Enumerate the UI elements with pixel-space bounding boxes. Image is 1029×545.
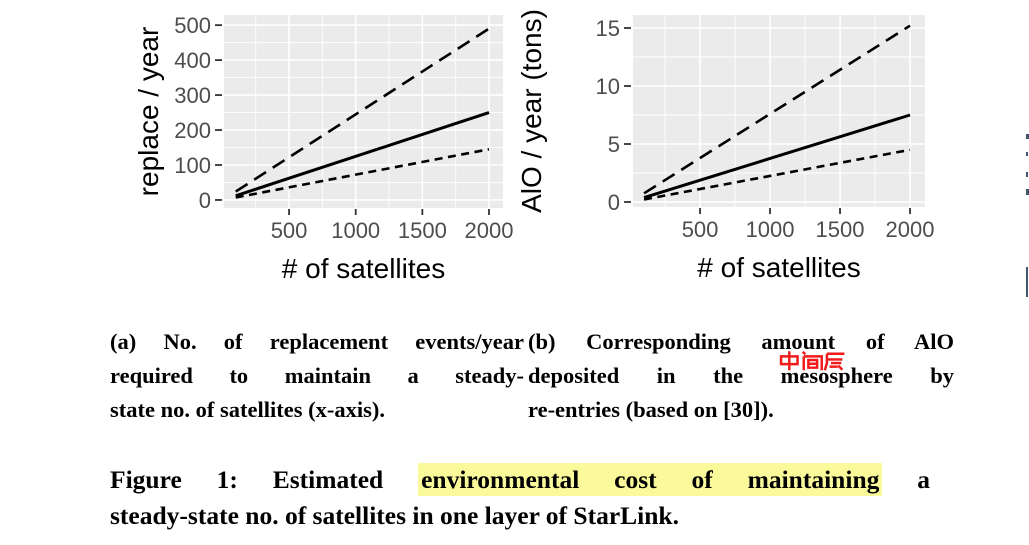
figure-caption-line1: Figure 1: Estimated environmental cost o… — [110, 462, 930, 498]
x-tick-label: 1500 — [398, 218, 447, 243]
y-tick-label: 0 — [608, 190, 620, 215]
clipped-rule — [1026, 267, 1028, 297]
plot-panel — [224, 15, 503, 208]
figure-caption-text: Figure 1: Estimated — [110, 465, 419, 494]
y-axis-title: AlO / year (tons) — [516, 9, 547, 213]
chart-b: 500 1000 1500 2000 0 5 10 15 # of satellites AlO … — [516, 9, 934, 283]
series-line-dash — [235, 147, 490, 199]
clipped-glyph — [1026, 134, 1029, 139]
series-line-solid — [235, 111, 490, 198]
series-line-longdash — [235, 27, 490, 193]
figure-caption: Figure 1: Estimated environmental cost o… — [110, 462, 930, 534]
y-tick-label: 400 — [174, 48, 211, 73]
y-tick-label: 300 — [174, 83, 211, 108]
x-tick-label: 1000 — [331, 218, 380, 243]
y-tick-label: 100 — [174, 153, 211, 178]
figure-caption-text: a — [882, 465, 931, 494]
chart-a: 500 1000 1500 2000 0 100 200 300 400 500 # of sate… — [133, 13, 513, 284]
plot-panel — [633, 15, 925, 207]
y-tick-label: 0 — [199, 188, 211, 213]
y-tick-label: 15 — [596, 16, 620, 41]
x-tick-label: 1000 — [746, 217, 795, 242]
x-tick-label: 500 — [682, 217, 719, 242]
figure-caption-line2: steady-state no. of satellites in one la… — [110, 501, 679, 530]
subcaption-a: (a) No. of replacement events/year requi… — [110, 325, 524, 427]
subcaption-b-line: deposited in the mesosphere by — [528, 363, 954, 388]
clipped-glyph — [1026, 152, 1028, 156]
subcaption-a-line: required to maintain a steady- — [110, 363, 524, 388]
y-tick-label: 10 — [596, 74, 620, 99]
y-tick-label: 200 — [174, 118, 211, 143]
x-axis-title: # of satellites — [282, 253, 445, 284]
subcaption-a-line: (a) No. of replacement events/year — [110, 329, 524, 354]
series-line-solid — [643, 113, 911, 200]
highlighted-text: environmental cost of maintaining — [418, 463, 883, 496]
clipped-glyph — [1026, 172, 1028, 177]
clipped-glyph — [1026, 189, 1029, 195]
y-axis-title: replace / year — [133, 27, 164, 197]
x-tick-label: 500 — [271, 218, 308, 243]
subcaption-b-line: re-entries (based on [30]). — [528, 397, 774, 422]
x-axis-title: # of satellites — [697, 252, 860, 283]
x-tick-label: 1500 — [816, 217, 865, 242]
y-tick-label: 5 — [608, 132, 620, 157]
x-tick-label: 2000 — [465, 218, 514, 243]
series-line-dash — [643, 148, 911, 201]
subcaption-b: (b) Corresponding amount of AlO deposite… — [528, 325, 954, 427]
watermark-glyphs — [779, 350, 845, 371]
watermark-text — [779, 350, 847, 372]
subcaption-b-line: (b) Corresponding amount of AlO — [528, 329, 954, 354]
subcaption-a-line: state no. of satellites (x-axis). — [110, 397, 385, 422]
x-tick-label: 2000 — [886, 217, 935, 242]
series-line-longdash — [643, 24, 911, 195]
y-tick-label: 500 — [174, 13, 211, 38]
